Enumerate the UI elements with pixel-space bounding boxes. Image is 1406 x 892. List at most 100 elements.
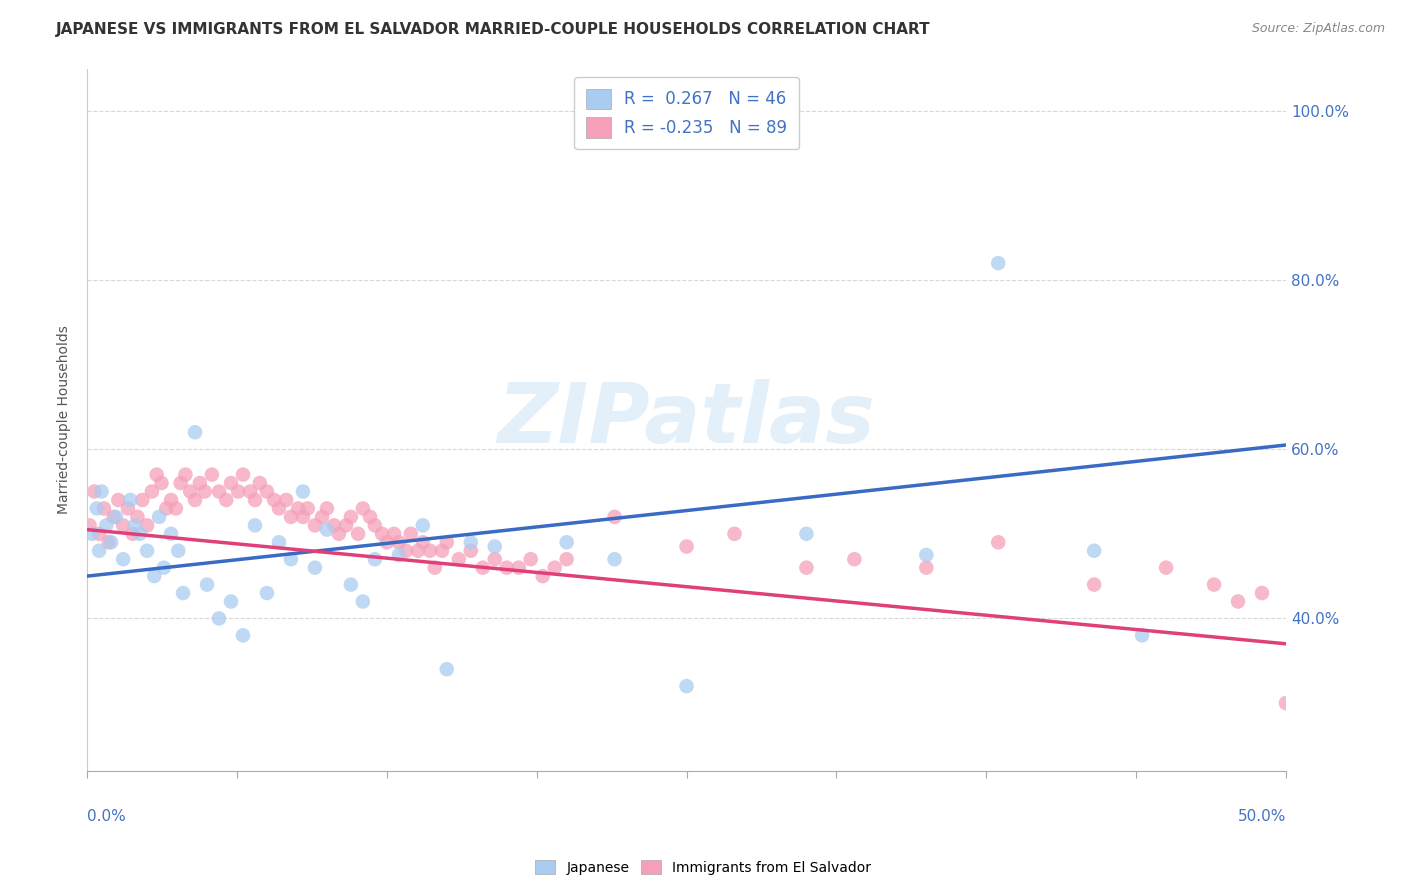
- Point: [388, 548, 411, 562]
- Text: Source: ZipAtlas.com: Source: ZipAtlas.com: [1251, 22, 1385, 36]
- Point: [796, 526, 818, 541]
- Point: [86, 501, 108, 516]
- Point: [256, 484, 278, 499]
- Point: [89, 526, 111, 541]
- Point: [328, 526, 350, 541]
- Text: ZIPatlas: ZIPatlas: [498, 379, 876, 460]
- Point: [675, 540, 697, 554]
- Point: [174, 467, 197, 482]
- Point: [436, 535, 458, 549]
- Point: [844, 552, 866, 566]
- Point: [603, 509, 626, 524]
- Point: [112, 518, 135, 533]
- Point: [267, 535, 290, 549]
- Point: [519, 552, 541, 566]
- Point: [150, 476, 173, 491]
- Point: [412, 535, 434, 549]
- Point: [316, 523, 339, 537]
- Point: [219, 594, 242, 608]
- Point: [141, 484, 163, 499]
- Point: [215, 493, 238, 508]
- Point: [155, 501, 177, 516]
- Point: [484, 552, 506, 566]
- Point: [226, 484, 249, 499]
- Point: [675, 679, 697, 693]
- Point: [323, 518, 346, 533]
- Point: [79, 518, 101, 533]
- Point: [291, 484, 314, 499]
- Point: [495, 560, 517, 574]
- Point: [131, 493, 153, 508]
- Point: [1202, 577, 1225, 591]
- Point: [124, 518, 146, 533]
- Point: [184, 425, 207, 440]
- Point: [1083, 543, 1105, 558]
- Point: [352, 501, 374, 516]
- Point: [987, 256, 1010, 270]
- Point: [544, 560, 567, 574]
- Point: [201, 467, 224, 482]
- Text: 50.0%: 50.0%: [1237, 809, 1286, 824]
- Point: [194, 484, 217, 499]
- Point: [276, 493, 298, 508]
- Point: [406, 543, 429, 558]
- Point: [107, 493, 129, 508]
- Point: [256, 586, 278, 600]
- Point: [219, 476, 242, 491]
- Point: [165, 501, 187, 516]
- Point: [143, 569, 166, 583]
- Point: [347, 526, 370, 541]
- Point: [304, 560, 326, 574]
- Point: [129, 526, 152, 541]
- Point: [297, 501, 319, 516]
- Point: [508, 560, 530, 574]
- Point: [723, 526, 745, 541]
- Point: [375, 535, 398, 549]
- Point: [352, 594, 374, 608]
- Point: [249, 476, 271, 491]
- Point: [195, 577, 218, 591]
- Point: [412, 518, 434, 533]
- Point: [239, 484, 262, 499]
- Point: [364, 518, 387, 533]
- Point: [484, 540, 506, 554]
- Point: [460, 543, 482, 558]
- Point: [335, 518, 357, 533]
- Point: [80, 526, 103, 541]
- Point: [555, 535, 578, 549]
- Point: [243, 493, 266, 508]
- Point: [1227, 594, 1250, 608]
- Point: [208, 611, 231, 625]
- Point: [263, 493, 285, 508]
- Point: [89, 543, 111, 558]
- Point: [127, 509, 149, 524]
- Point: [447, 552, 470, 566]
- Point: [1154, 560, 1177, 574]
- Point: [117, 501, 139, 516]
- Point: [148, 509, 170, 524]
- Point: [136, 518, 159, 533]
- Point: [121, 526, 143, 541]
- Point: [232, 467, 254, 482]
- Point: [280, 552, 302, 566]
- Point: [120, 493, 142, 508]
- Point: [531, 569, 554, 583]
- Point: [280, 509, 302, 524]
- Point: [395, 543, 418, 558]
- Point: [1251, 586, 1274, 600]
- Point: [208, 484, 231, 499]
- Point: [1083, 577, 1105, 591]
- Point: [243, 518, 266, 533]
- Point: [97, 535, 120, 549]
- Text: 0.0%: 0.0%: [87, 809, 127, 824]
- Point: [471, 560, 494, 574]
- Point: [436, 662, 458, 676]
- Point: [382, 526, 405, 541]
- Point: [340, 577, 363, 591]
- Point: [340, 509, 363, 524]
- Point: [167, 543, 190, 558]
- Point: [172, 586, 194, 600]
- Point: [104, 509, 127, 524]
- Point: [169, 476, 191, 491]
- Point: [304, 518, 326, 533]
